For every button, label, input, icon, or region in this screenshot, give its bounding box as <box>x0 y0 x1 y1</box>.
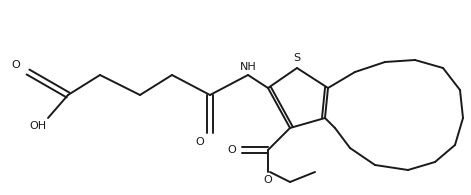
Text: O: O <box>12 60 20 70</box>
Text: O: O <box>227 145 236 155</box>
Text: NH: NH <box>240 62 256 72</box>
Text: OH: OH <box>29 121 47 131</box>
Text: O: O <box>264 175 272 185</box>
Text: O: O <box>195 137 204 147</box>
Text: S: S <box>293 53 300 63</box>
